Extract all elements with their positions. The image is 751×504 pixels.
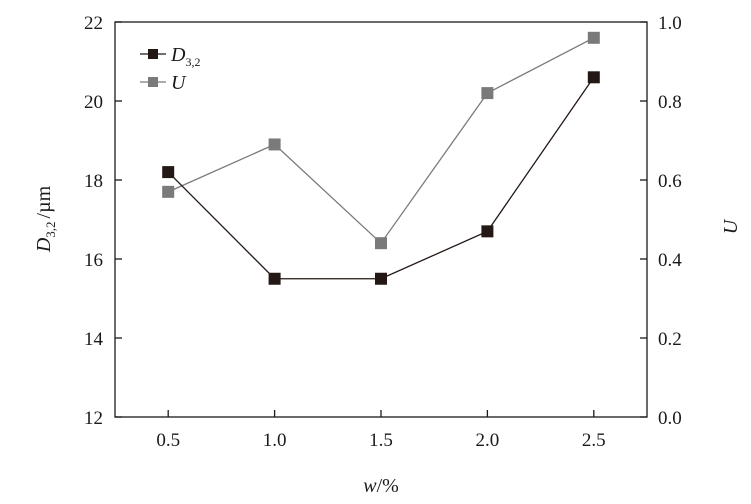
legend-label-d32: D3,2 [170,44,200,69]
x-axis-title: w/% [363,475,399,497]
data-point-d32 [375,272,387,285]
legend-label-u: U [171,72,187,94]
left-tick-label: 20 [84,92,103,113]
right-axis-ticks: 0.0 0.2 0.4 0.6 0.8 1.0 [640,13,682,429]
series-layer [162,31,600,285]
data-point-u [162,185,175,198]
x-tick-label: 2.5 [582,430,606,451]
legend-marker-u [148,77,158,87]
data-point-u [268,138,281,151]
right-tick-label: 0.4 [658,250,682,271]
x-tick-label: 1.0 [263,430,287,451]
legend-item-d32: D3,2 [140,44,200,69]
x-tick-label: 1.5 [369,430,393,451]
legend-item-u: U [140,72,187,94]
data-point-d32 [587,71,600,84]
x-axis-ticks: 0.5 1.0 1.5 2.0 2.5 [156,410,606,451]
right-tick-label: 0.8 [658,92,682,113]
data-point-u [375,237,387,250]
legend-marker-d32 [148,49,158,59]
left-tick-label: 22 [84,13,103,34]
left-axis-ticks: 12 14 16 18 20 22 [84,13,122,429]
data-point-d32 [162,166,175,179]
right-axis-title: U [720,218,742,234]
series-line-u [167,37,595,245]
data-point-u [481,87,494,100]
right-tick-label: 0.2 [658,329,682,350]
x-tick-label: 2.0 [476,430,500,451]
right-tick-label: 0.0 [658,408,682,429]
data-point-d32 [481,225,494,238]
left-tick-label: 18 [84,171,103,192]
plot-frame [114,21,648,418]
left-tick-label: 14 [84,329,104,350]
left-axis-title: D3,2/µm [33,185,58,253]
left-tick-label: 16 [84,250,103,271]
right-tick-label: 0.6 [658,171,682,192]
x-tick-label: 0.5 [156,430,180,451]
legend: D3,2 U [140,44,200,94]
right-tick-label: 1.0 [658,13,682,34]
data-point-d32 [268,272,281,285]
left-tick-label: 12 [84,408,103,429]
data-point-u [587,31,600,44]
